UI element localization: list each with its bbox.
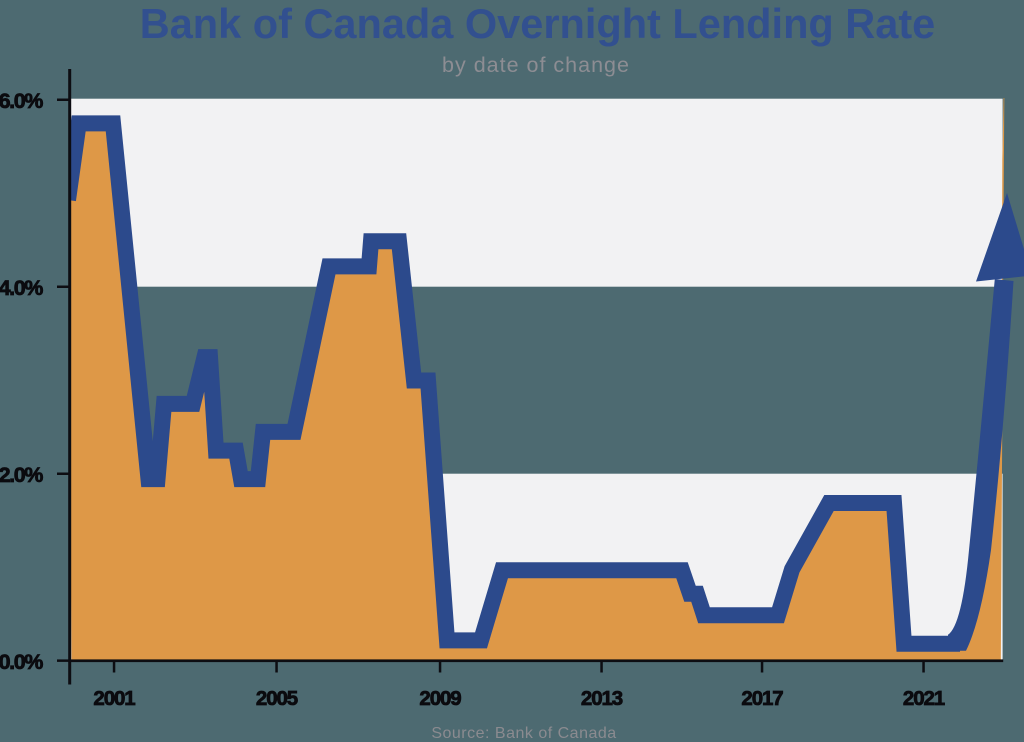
svg-text:4.0%: 4.0% [0,276,43,300]
svg-text:2021: 2021 [903,687,945,710]
svg-text:by date of change: by date of change [442,53,630,77]
svg-text:Source: Bank of Canada: Source: Bank of Canada [431,725,616,742]
svg-text:0.0%: 0.0% [0,650,43,674]
svg-text:2001: 2001 [93,687,135,710]
svg-text:2013: 2013 [581,687,623,710]
svg-text:6.0%: 6.0% [0,89,43,113]
svg-text:Bank of Canada Overnight Lendi: Bank of Canada Overnight Lending Rate [140,0,936,47]
svg-text:2017: 2017 [741,687,783,710]
svg-text:2.0%: 2.0% [0,463,43,487]
svg-text:2005: 2005 [256,687,298,710]
svg-text:2009: 2009 [419,687,461,710]
